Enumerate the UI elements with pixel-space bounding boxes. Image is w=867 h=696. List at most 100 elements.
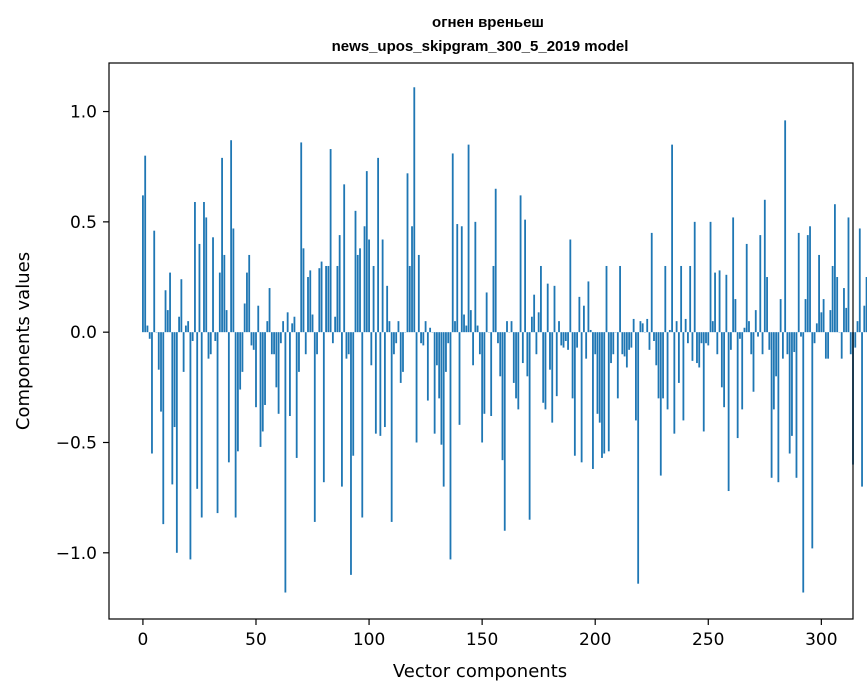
bar-214	[625, 332, 628, 368]
bar-182	[553, 285, 556, 333]
bar-120	[413, 87, 416, 333]
bar-156	[494, 188, 497, 333]
bar-227	[655, 332, 658, 366]
bar-28	[205, 217, 208, 333]
bar-223	[646, 318, 649, 333]
bar-235	[673, 332, 676, 434]
bar-3	[148, 332, 151, 339]
bar-8	[160, 332, 162, 412]
bar-272	[757, 332, 759, 337]
bar-267	[745, 243, 748, 333]
bar-141	[460, 226, 463, 333]
bar-121	[415, 332, 418, 443]
bar-101	[370, 332, 373, 366]
bar-57	[270, 332, 273, 355]
bar-81	[325, 265, 327, 333]
bar-137	[451, 153, 454, 333]
bar-130	[436, 332, 438, 366]
bar-273	[759, 235, 762, 333]
bar-24	[196, 332, 199, 489]
bar-301	[822, 299, 825, 333]
bar-221	[641, 323, 644, 333]
bar-275	[763, 199, 766, 333]
bar-188	[567, 332, 569, 350]
bar-103	[374, 332, 377, 434]
bar-253	[714, 272, 716, 333]
bar-90	[345, 332, 348, 359]
bar-69	[298, 332, 300, 372]
bar-203	[601, 332, 603, 458]
bar-100	[368, 239, 370, 333]
bar-250	[707, 332, 710, 346]
bar-78	[318, 268, 321, 333]
bar-176	[540, 265, 542, 333]
bar-53	[261, 332, 264, 432]
bar-287	[791, 332, 793, 436]
bar-191	[573, 332, 576, 456]
bar-142	[463, 314, 465, 333]
bar-231	[664, 265, 667, 333]
bar-13	[171, 332, 174, 485]
bar-193	[578, 296, 581, 333]
bar-119	[411, 226, 413, 333]
bar-136	[449, 332, 452, 560]
plot-frame	[108, 62, 854, 620]
bar-93	[352, 332, 355, 456]
chart-title: огнен вреньеш	[432, 14, 544, 31]
bar-240	[684, 318, 687, 333]
bar-55	[266, 321, 269, 333]
bar-242	[689, 265, 692, 333]
x-tick-label: 200	[579, 630, 611, 650]
bar-220	[639, 321, 642, 333]
bar-38	[227, 332, 230, 463]
bar-171	[528, 332, 531, 520]
bar-316	[856, 321, 859, 333]
bar-265	[741, 332, 744, 410]
bar-185	[560, 332, 563, 346]
bar-58	[273, 332, 275, 355]
bar-307	[836, 277, 839, 333]
bar-290	[797, 232, 800, 333]
bar-248	[702, 332, 705, 432]
bar-44	[241, 332, 244, 372]
bar-72	[304, 332, 307, 355]
y-tick-label: −0.5	[56, 433, 97, 453]
bar-49	[252, 332, 255, 350]
bar-123	[420, 332, 422, 344]
bar-239	[682, 332, 685, 421]
bar-46	[246, 272, 248, 333]
bar-31	[212, 237, 214, 333]
bar-236	[675, 321, 678, 333]
bar-285	[786, 332, 789, 355]
bar-80	[322, 332, 325, 483]
bar-12	[169, 272, 171, 333]
bar-238	[680, 265, 683, 333]
bar-40	[232, 228, 235, 333]
y-tick-label: −1.0	[56, 544, 97, 564]
bar-192	[576, 332, 579, 348]
bar-122	[417, 254, 420, 333]
bar-199	[592, 332, 594, 469]
bar-135	[447, 332, 450, 344]
bar-76	[313, 332, 316, 522]
bar-319	[863, 305, 866, 333]
bar-311	[845, 307, 848, 333]
bar-22	[191, 332, 194, 341]
y-tick-label: 0.0	[70, 323, 97, 343]
bar-297	[813, 332, 816, 344]
bar-282	[779, 299, 782, 333]
bar-217	[632, 318, 635, 333]
bar-94	[354, 210, 357, 333]
bar-268	[748, 321, 750, 333]
bar-118	[408, 265, 411, 333]
bar-133	[442, 332, 445, 487]
bar-150	[481, 332, 484, 443]
bar-200	[594, 332, 597, 355]
bar-293	[804, 299, 807, 333]
bar-207	[610, 332, 612, 364]
bar-320	[865, 277, 867, 333]
bar-11	[166, 310, 169, 333]
bar-178	[544, 332, 547, 410]
bar-37	[225, 310, 228, 333]
y-axis-label: Components values	[13, 252, 34, 430]
